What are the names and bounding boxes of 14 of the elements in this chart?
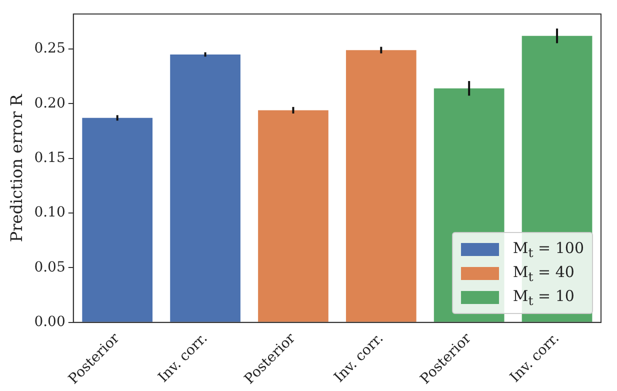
legend-label: M$_{t}$ = 40 bbox=[512, 262, 574, 284]
y-tick-label: 0.25 bbox=[34, 40, 66, 57]
y-tick-label: 0.20 bbox=[34, 95, 66, 112]
legend-label: M$_{t}$ = 100 bbox=[512, 238, 584, 260]
y-tick-label: 0.00 bbox=[34, 314, 66, 330]
bar bbox=[170, 54, 240, 322]
bar bbox=[82, 118, 153, 322]
y-tick-label: 0.10 bbox=[34, 204, 66, 221]
legend-label: M$_{t}$ = 10 bbox=[512, 286, 574, 308]
bar bbox=[346, 50, 416, 322]
bar bbox=[258, 110, 328, 322]
y-tick-label: 0.15 bbox=[34, 150, 66, 166]
y-axis-title: Prediction error R bbox=[6, 93, 26, 242]
y-tick-label: 0.05 bbox=[34, 259, 66, 276]
